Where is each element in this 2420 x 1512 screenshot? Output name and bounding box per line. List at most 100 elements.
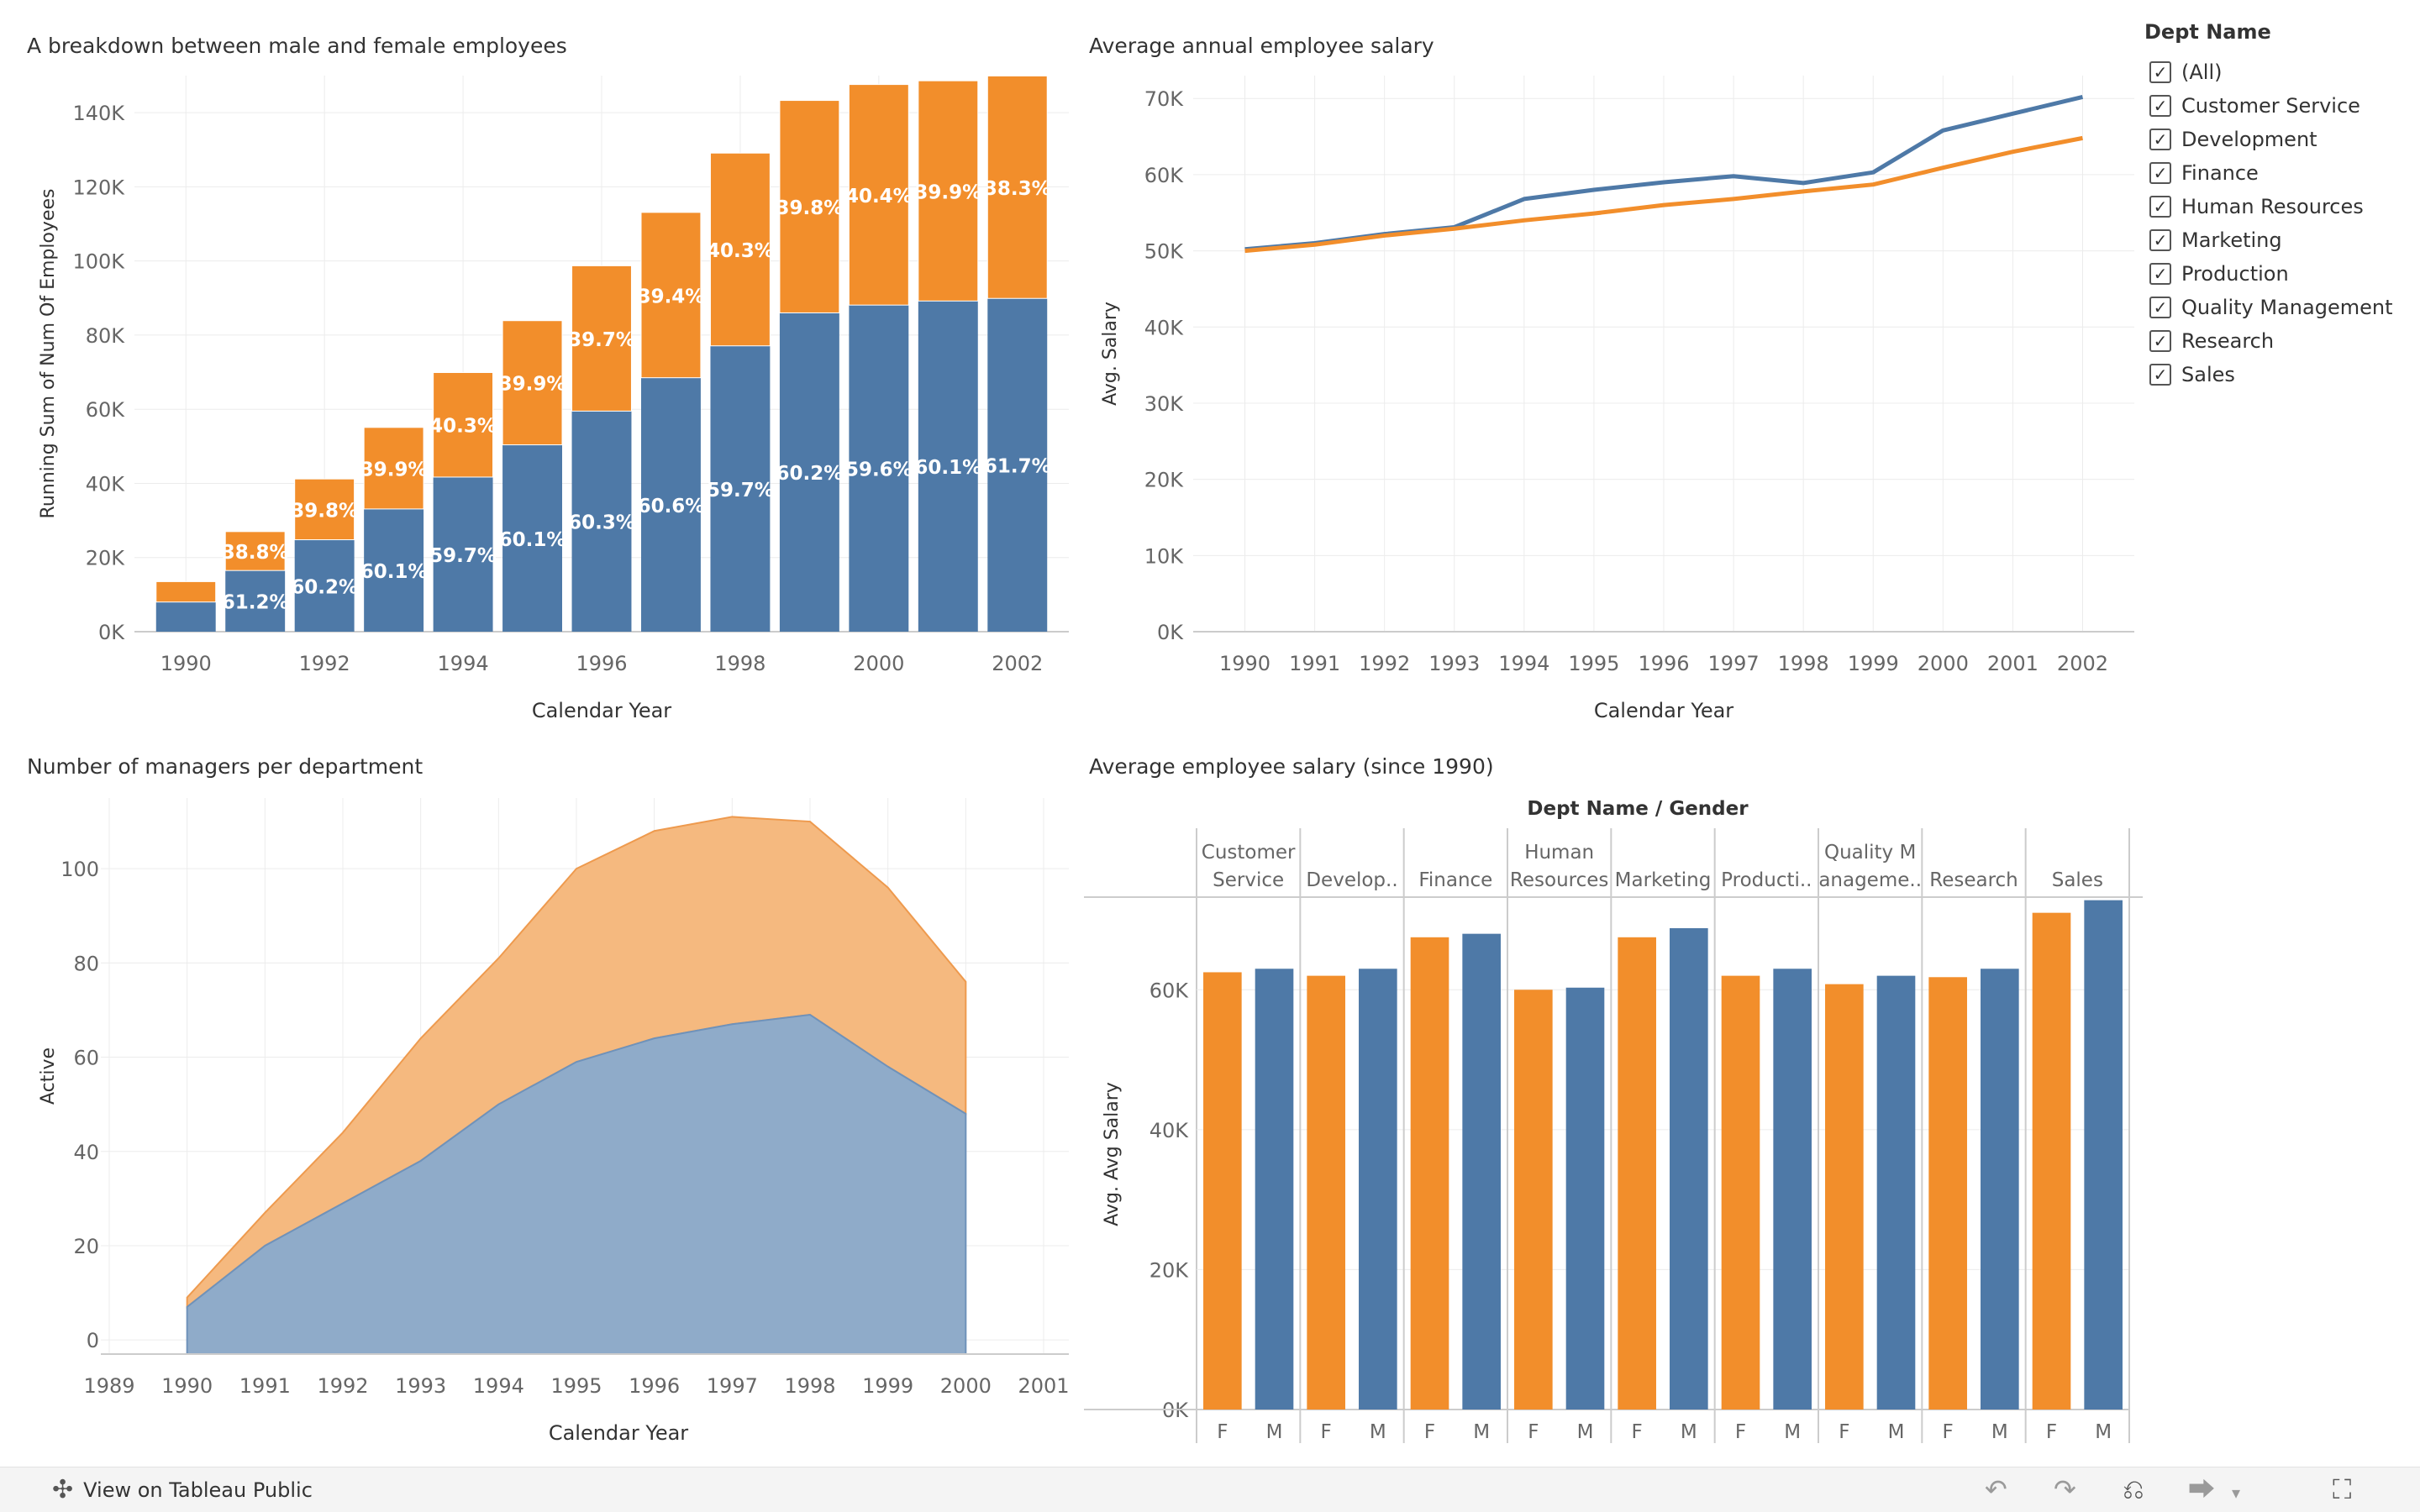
bar-data-label: 38.8% — [222, 542, 289, 564]
bar-data-label: 39.7% — [568, 329, 635, 351]
x-tick-label: 1992 — [1359, 652, 1410, 675]
y-tick-label: 140K — [72, 102, 125, 125]
bar-female — [918, 80, 979, 302]
bar-data-label: 60.2% — [776, 463, 843, 485]
bar-male — [987, 298, 1048, 632]
filter-option[interactable]: ✓ Customer Service — [2141, 89, 2410, 123]
filter-option-label: Human Resources — [2181, 195, 2364, 218]
bar-female — [224, 531, 286, 571]
checkbox-icon[interactable]: ✓ — [2149, 229, 2171, 251]
department-header-label: Develop.. — [1306, 869, 1397, 891]
filter-option-label: Sales — [2181, 363, 2235, 386]
bar-data-label: 39.8% — [291, 500, 358, 522]
checkbox-icon[interactable]: ✓ — [2149, 297, 2171, 318]
y-tick-label: 0 — [87, 1329, 99, 1352]
filter-option-label: Finance — [2181, 161, 2259, 185]
gender-label: M — [1577, 1421, 1594, 1443]
view-on-tableau-public-link[interactable]: ✣ View on Tableau Public — [52, 1478, 313, 1503]
x-tick-label: 1994 — [473, 1374, 524, 1398]
y-tick-label: 100K — [72, 250, 125, 274]
bar-male — [641, 377, 701, 632]
filter-option[interactable]: ✓ Research — [2141, 324, 2410, 358]
salary-line-title: Average annual employee salary — [1089, 34, 1434, 58]
filter-option-label: Marketing — [2181, 228, 2282, 252]
checkbox-icon[interactable]: ✓ — [2149, 364, 2171, 386]
share-icon[interactable]: ⮕ — [2188, 1473, 2216, 1505]
filter-option[interactable]: ✓ Sales — [2141, 358, 2410, 391]
undo-icon[interactable]: ↶ — [1985, 1473, 2007, 1505]
bar-male — [779, 312, 839, 632]
x-tick-label: 1998 — [784, 1374, 835, 1398]
x-tick-label: 1990 — [1219, 652, 1270, 675]
redo-icon[interactable]: ↷ — [2054, 1473, 2076, 1505]
y-tick-label: 40 — [73, 1141, 99, 1164]
bar-male — [155, 601, 216, 632]
gender-label: F — [1632, 1421, 1643, 1443]
gender-label: M — [2095, 1421, 2112, 1443]
bar-male — [433, 476, 493, 632]
checkbox-icon[interactable]: ✓ — [2149, 95, 2171, 117]
avg-salary-line-chart[interactable]: 0K 10K 20K 30K 40K 50K 60K 70K 1990 1991 1992 1993 1… — [1084, 67, 2143, 739]
dept-salary-bar-chart[interactable]: Dept Name / Gender0K20K40K60KCustomerSer… — [1084, 790, 2143, 1462]
filter-option[interactable]: ✓ Development — [2141, 123, 2410, 156]
x-tick-label: 1996 — [629, 1374, 680, 1398]
department-header-label: Resources — [1510, 869, 1608, 891]
revert-icon[interactable]: ⎌ — [2123, 1473, 2144, 1505]
bar-data-label: 40.3% — [707, 240, 774, 262]
gender-label: F — [1217, 1421, 1228, 1443]
checkbox-icon[interactable]: ✓ — [2149, 129, 2171, 150]
bar-data-label: 39.9% — [360, 459, 428, 480]
filter-option[interactable]: ✓ Marketing — [2141, 223, 2410, 257]
x-tick-label: 1991 — [239, 1374, 291, 1398]
x-tick-label: 1997 — [707, 1374, 758, 1398]
y-axis-title: Active — [38, 1047, 59, 1105]
bar-male — [1981, 969, 2019, 1410]
employee-breakdown-chart[interactable]: 0K 20K 40K 60K 80K 100K 120K 140K 1990 1992 1994 19… — [0, 67, 1084, 739]
y-tick-label: 80K — [86, 324, 126, 348]
checkbox-icon[interactable]: ✓ — [2149, 61, 2171, 83]
managers-area-chart[interactable]: 0 20 40 60 80 100 1989 1990 1991 1992 1993 1994 1995… — [0, 790, 1084, 1462]
gender-label: F — [1528, 1421, 1539, 1443]
breakdown-title: A breakdown between male and female empl… — [27, 34, 567, 58]
y-tick-label: 30K — [1144, 392, 1185, 416]
bar-female — [986, 75, 1048, 299]
share-dropdown-icon[interactable]: ▾ — [2232, 1483, 2241, 1503]
y-tick-label: 60 — [73, 1047, 99, 1070]
y-tick-label: 120K — [72, 176, 125, 199]
x-tick-label: 2002 — [2057, 652, 2108, 675]
managers-title: Number of managers per department — [27, 754, 424, 779]
bar-male — [2084, 900, 2123, 1410]
filter-option[interactable]: ✓ Quality Management — [2141, 291, 2410, 324]
bar-data-label: 39.9% — [499, 374, 566, 396]
bar-data-label: 60.6% — [638, 496, 705, 517]
bar-male — [918, 301, 978, 632]
checkbox-icon[interactable]: ✓ — [2149, 330, 2171, 352]
dept-name-filter: Dept Name ✓ (All) ✓ Customer Service ✓ Develo… — [2141, 20, 2410, 391]
x-tick-label: 1999 — [1848, 652, 1899, 675]
gender-label: M — [1473, 1421, 1490, 1443]
checkbox-icon[interactable]: ✓ — [2149, 263, 2171, 285]
filter-option-label: Production — [2181, 262, 2289, 286]
gender-label: F — [2046, 1421, 2057, 1443]
x-tick-label: 2000 — [853, 652, 904, 675]
bar-female — [640, 212, 702, 379]
view-on-tableau-public-label: View on Tableau Public — [83, 1478, 313, 1502]
bar-male — [225, 570, 286, 632]
bar-data-label: 39.9% — [914, 181, 981, 203]
filter-option[interactable]: ✓ Finance — [2141, 156, 2410, 190]
x-tick-label: 1996 — [1638, 652, 1689, 675]
filter-option[interactable]: ✓ Production — [2141, 257, 2410, 291]
header-title: Dept Name / Gender — [1527, 798, 1749, 820]
fullscreen-icon[interactable]: ⛶ — [2333, 1473, 2352, 1505]
x-tick-label: 1989 — [83, 1374, 134, 1398]
bar-female — [1410, 937, 1449, 1410]
checkbox-icon[interactable]: ✓ — [2149, 196, 2171, 218]
filter-option[interactable]: ✓ Human Resources — [2141, 190, 2410, 223]
checkbox-icon[interactable]: ✓ — [2149, 162, 2171, 184]
filter-option[interactable]: ✓ (All) — [2141, 55, 2410, 89]
x-tick-label: 1993 — [395, 1374, 446, 1398]
y-tick-label: 40K — [1150, 1119, 1190, 1142]
bar-data-label: 39.4% — [638, 286, 705, 307]
bar-male — [1462, 933, 1501, 1410]
bar-female — [155, 580, 217, 603]
